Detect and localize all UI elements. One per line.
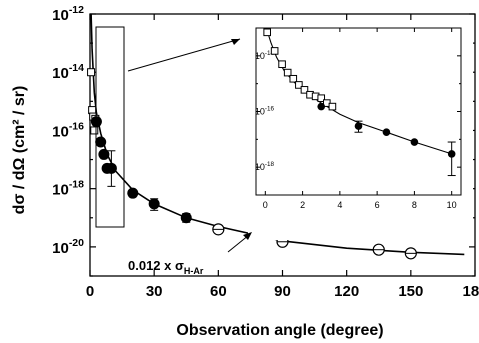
data-point-square [317, 94, 326, 103]
x-tick-label: 6 [375, 200, 380, 210]
data-point-square [283, 68, 292, 77]
data-point-square [90, 126, 99, 135]
x-tick-label: 90 [274, 283, 291, 300]
data-point-square [295, 81, 303, 89]
y-tick-label: 10-18 [52, 179, 84, 199]
data-point-square [263, 28, 271, 37]
data-point-filled [95, 136, 107, 148]
data-point-square [328, 102, 337, 111]
y-tick-label: 10-20 [52, 237, 84, 257]
y-axis-label: dσ / dΩ (cm² / sr) [11, 86, 28, 215]
y-tick-label: 10-16 [52, 120, 84, 140]
annotations: 0.012 x σH-Ar [95, 26, 252, 276]
x-tick-label: 4 [337, 200, 342, 210]
data-point-square [270, 47, 279, 55]
sigma-arrow-line [227, 234, 250, 253]
data-point-square [289, 74, 298, 83]
x-tick-label: 0 [86, 283, 94, 300]
y-tick-label: 10-16 [255, 106, 275, 117]
sigma-annotation: 0.012 x σH-Ar [128, 258, 204, 276]
x-tick-label: 150 [398, 283, 423, 300]
data-point-filled [410, 138, 419, 146]
zoom-arrow-head [231, 39, 240, 45]
x-tick-label: 10 [447, 200, 457, 210]
data-point-square [300, 86, 309, 94]
x-tick-label: 30 [146, 283, 163, 300]
x-tick-label: 0 [263, 200, 268, 210]
data-point-filled [382, 128, 391, 137]
x-tick-label: 2 [300, 200, 305, 210]
x-tick-label: 180 [462, 283, 479, 300]
data-point-square [278, 60, 286, 69]
data-point-filled [317, 102, 326, 111]
y-tick-label: 10-14 [52, 62, 84, 82]
data-point-square [88, 106, 97, 115]
inset-plot: 10-14 10-16 10-18 0 2 4 6 8 10 [248, 20, 473, 240]
plot-frame [255, 27, 462, 196]
y-tick-label: 10-14 [255, 50, 275, 61]
x-axis-label: Observation angle (degree) [176, 322, 383, 339]
zoom-region-box [95, 26, 125, 228]
x-tick-label: 120 [334, 283, 359, 300]
data-point-square [87, 68, 96, 77]
y-tick-label: 10-12 [52, 4, 84, 24]
sigma-arrow-head [243, 232, 252, 240]
data-point-filled [98, 148, 110, 160]
x-tick-label: 8 [412, 200, 417, 210]
zoom-arrow-line [127, 38, 241, 72]
y-tick-label: 10-18 [255, 161, 275, 172]
x-tick-label: 60 [210, 283, 227, 300]
data-point-filled [127, 187, 139, 199]
